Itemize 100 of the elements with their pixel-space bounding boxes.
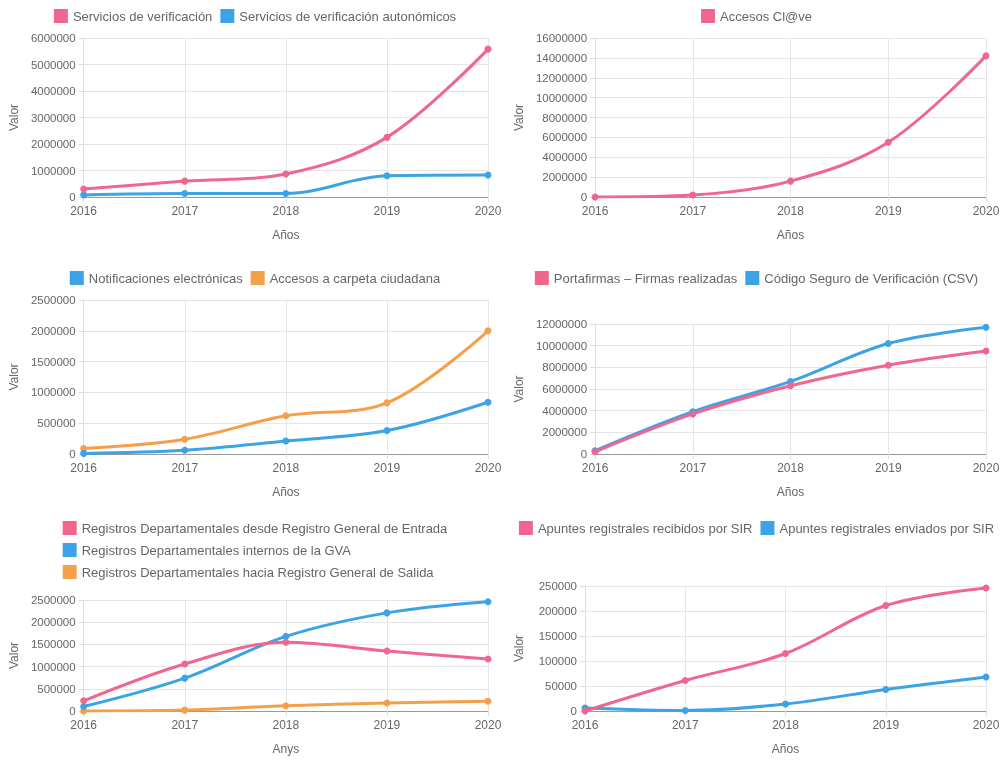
x-tick-label: 2018 [272, 461, 300, 475]
y-tick-label: 1000000 [30, 660, 76, 673]
x-axis-title: Años [771, 742, 800, 756]
legend-label: Servicios de verificación autonómicos [239, 8, 457, 24]
y-tick-label: 6000000 [30, 32, 76, 44]
point [282, 638, 290, 646]
y-tick-label: 1000000 [30, 164, 76, 177]
x-tick-label: 2020 [474, 204, 502, 218]
x-tick-label: 2019 [373, 204, 401, 218]
y-axis-title: Valor [7, 641, 21, 670]
x-tick-label: 2016 [571, 718, 599, 732]
y-tick-label: 0 [580, 191, 588, 203]
x-tick-label: 2017 [679, 204, 707, 218]
legend-label: Accesos a carpeta ciudadana [269, 270, 441, 286]
y-tick-label: 10000000 [535, 339, 588, 352]
x-tick-label: 2016 [70, 204, 98, 218]
x-tick-label: 2017 [671, 718, 699, 732]
point [882, 686, 890, 693]
x-tick-label: 2016 [70, 718, 98, 732]
y-tick-label: 0 [69, 191, 76, 203]
point [884, 361, 892, 369]
point [383, 609, 391, 617]
x-tick-label: 2019 [872, 718, 900, 732]
point [282, 632, 290, 640]
y-axis-title: Valor [512, 103, 526, 132]
point [884, 340, 892, 347]
y-tick-label: 12000000 [535, 318, 588, 330]
x-tick-label: 2020 [474, 718, 502, 732]
legend-label: Accesos Cl@ve [720, 8, 812, 24]
point [383, 427, 391, 435]
legend-label: Registros Departamentales internos de la GVA [81, 542, 352, 558]
y-tick-label: 6000000 [542, 131, 588, 144]
y-tick-label: 5000000 [30, 58, 76, 71]
legend-label: Apuntes registrales enviados por SIR [779, 520, 995, 536]
y-tick-label: 500000 [37, 682, 76, 695]
point [80, 185, 88, 193]
point [884, 138, 892, 146]
x-tick-label: 2016 [70, 461, 98, 475]
point [282, 170, 290, 178]
x-axis-title: Años [776, 228, 805, 242]
point [282, 412, 290, 420]
y-axis-title: Valor [512, 634, 526, 663]
y-tick-label: 4000000 [542, 151, 588, 164]
point [383, 133, 391, 141]
y-axis-title: Valor [7, 103, 21, 132]
y-tick-label: 2500000 [30, 294, 76, 306]
y-tick-label: 150000 [538, 630, 577, 642]
point [80, 697, 88, 705]
y-tick-label: 3000000 [30, 111, 76, 124]
y-tick-label: 1500000 [30, 355, 76, 368]
point [484, 398, 492, 406]
point [282, 702, 290, 710]
point [181, 660, 189, 668]
x-tick-label: 2016 [581, 204, 609, 218]
point [282, 437, 290, 445]
point [882, 602, 890, 609]
x-tick-label: 2019 [373, 718, 401, 732]
y-tick-label: 4000000 [542, 404, 588, 417]
x-tick-label: 2019 [874, 461, 902, 475]
legend-label: Registros Departamentales desde Registro General de Entrada [81, 520, 449, 536]
y-tick-label: 50000 [545, 680, 577, 692]
y-tick-label: 1000000 [30, 386, 76, 399]
y-tick-label: 2000000 [30, 616, 76, 629]
x-tick-label: 2018 [272, 204, 300, 218]
point [181, 190, 189, 198]
x-tick-label: 2017 [171, 718, 199, 732]
point [484, 327, 492, 335]
x-tick-label: 2017 [171, 204, 199, 218]
y-tick-label: 0 [69, 448, 76, 460]
point [681, 707, 689, 714]
y-tick-label: 500000 [37, 417, 76, 430]
x-tick-label: 2019 [373, 461, 401, 475]
y-tick-label: 100000 [538, 655, 577, 667]
x-tick-label: 2020 [972, 461, 1000, 475]
x-tick-label: 2018 [772, 718, 800, 732]
point [181, 706, 189, 714]
x-tick-label: 2020 [972, 204, 1000, 218]
x-axis-title: Años [776, 485, 805, 499]
point [484, 697, 492, 705]
x-tick-label: 2017 [171, 461, 199, 475]
x-tick-label: 2017 [679, 461, 707, 475]
y-tick-label: 2500000 [30, 594, 76, 606]
legend-label: Portafirmas – Firmas realizadas [553, 270, 738, 286]
y-axis-title: Valor [512, 375, 526, 403]
point [681, 677, 689, 684]
y-tick-label: 10000000 [535, 91, 588, 104]
point [383, 172, 391, 180]
y-tick-label: 0 [580, 448, 588, 460]
point [782, 700, 789, 708]
x-axis-title: Años [272, 485, 300, 499]
y-tick-label: 14000000 [535, 51, 588, 64]
point [181, 435, 189, 443]
y-tick-label: 12000000 [535, 71, 588, 84]
point [181, 674, 189, 682]
x-tick-label: 2019 [874, 204, 902, 218]
point [181, 177, 189, 185]
y-tick-label: 6000000 [542, 383, 588, 395]
y-axis-title: Valor [7, 363, 21, 391]
x-tick-label: 2016 [581, 461, 609, 475]
point [181, 446, 189, 454]
